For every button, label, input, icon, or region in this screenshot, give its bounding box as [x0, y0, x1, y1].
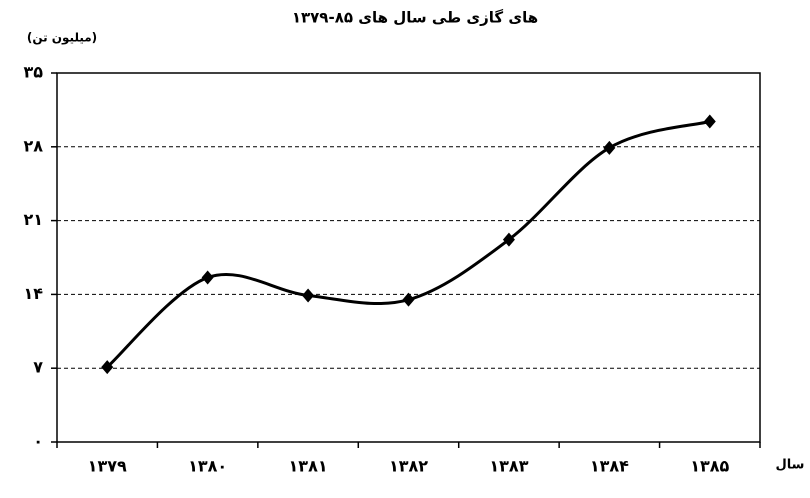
y-axis-label: (میلیون تن): [27, 31, 97, 46]
y-tick-label: ۳۵: [23, 63, 43, 82]
line: [106, 120, 711, 369]
marker: [603, 140, 616, 155]
marker: [101, 360, 114, 375]
x-tick-label: ۱۳۸۲: [389, 457, 428, 476]
y-tick-label: ۰: [33, 432, 43, 451]
y-tick-label: ۱۴: [23, 284, 43, 303]
marker: [302, 288, 315, 303]
y-tick-label: ۲۸: [23, 136, 43, 155]
x-tick-label: ۱۳۸۴: [590, 457, 629, 476]
y-tick-label: ۷: [33, 358, 43, 377]
x-tick-label: ۱۳۸۱: [289, 457, 328, 476]
chart-title: های گازی طی سال های ۸۵-۱۳۷۹: [292, 9, 538, 27]
marker: [402, 292, 415, 307]
x-tick-label: ۱۳۷۹: [88, 457, 127, 476]
y-tick-label: ۲۱: [23, 210, 43, 229]
x-axis-label: سال: [776, 458, 805, 473]
x-tick-label: ۱۳۸۰: [188, 457, 227, 476]
marker: [502, 232, 515, 247]
plot-frame: [56, 72, 761, 443]
marker: [703, 114, 716, 129]
marker: [201, 270, 214, 285]
x-tick-label: ۱۳۸۳: [489, 457, 528, 476]
x-tick-label: ۱۳۸۵: [690, 457, 729, 476]
